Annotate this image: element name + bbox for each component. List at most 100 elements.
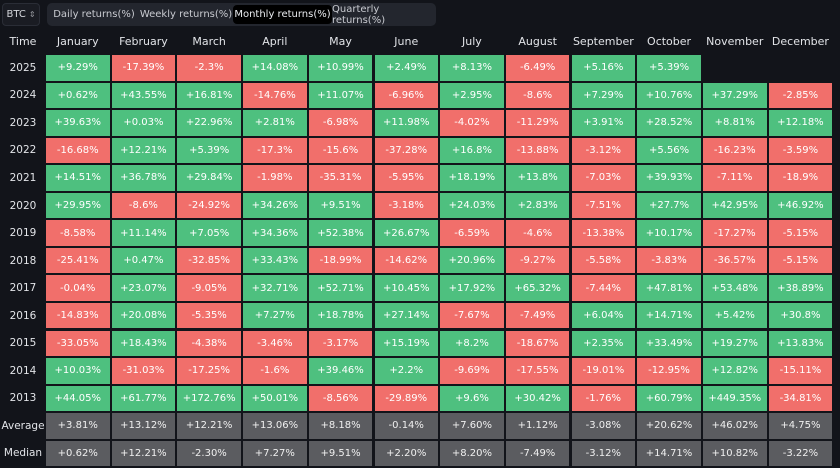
return-cell: -29.89% [374, 385, 438, 412]
return-cell: -19.01% [571, 358, 636, 384]
return-cell: +9.29% [46, 55, 110, 81]
summary-cell: +10.82% [703, 440, 767, 467]
tab-monthly-returns[interactable]: Monthly returns(%) [233, 5, 332, 24]
return-cell: -6.96% [374, 82, 438, 109]
return-cell: -24.92% [177, 192, 241, 219]
return-cell: -8.58% [46, 220, 110, 246]
return-cell: -3.17% [308, 330, 373, 356]
return-cell: -17.39% [111, 55, 176, 81]
return-cell: -3.83% [637, 247, 701, 274]
return-cell: -14.62% [374, 247, 438, 274]
return-cell: +9.51% [308, 192, 373, 219]
return-cell: +47.81% [637, 275, 701, 301]
month-header-june: June [394, 34, 419, 48]
tab-weekly-returns[interactable]: Weekly returns(%) [139, 9, 233, 20]
summary-cell: -0.14% [374, 413, 438, 439]
return-cell: -13.38% [571, 220, 636, 246]
return-cell: +22.96% [177, 110, 241, 136]
top-bar: BTC ⇕ Daily returns(%) Weekly returns(%)… [0, 0, 840, 30]
chevron-up-down-icon: ⇕ [28, 10, 36, 19]
return-cell: -0.04% [46, 275, 110, 301]
summary-cell: +1.12% [505, 413, 570, 439]
return-cell: +18.19% [440, 165, 504, 191]
return-cell: +10.17% [637, 220, 701, 246]
month-header-october: October [647, 34, 692, 48]
summary-cell: +3.81% [46, 413, 110, 439]
return-cell: -6.98% [308, 110, 373, 136]
return-cell: -31.03% [111, 358, 176, 384]
return-cell: +7.29% [571, 82, 636, 109]
return-cell: -1.98% [243, 165, 307, 191]
returns-period-tabs: Daily returns(%) Weekly returns(%) Month… [47, 3, 436, 26]
summary-cell: -3.22% [768, 440, 833, 467]
return-cell: -8.56% [308, 385, 373, 412]
row-label: 2016 [9, 309, 37, 322]
return-cell: -5.35% [177, 302, 241, 329]
return-cell: +27.14% [374, 302, 438, 329]
return-cell: -6.49% [505, 55, 570, 81]
return-cell: -7.67% [440, 302, 504, 329]
return-cell: -25.41% [46, 247, 110, 274]
return-cell: -32.85% [177, 247, 241, 274]
return-cell: +16.8% [440, 137, 504, 164]
return-cell: +60.79% [637, 385, 701, 412]
summary-cell: -3.08% [571, 413, 636, 439]
row-label: 2018 [9, 254, 37, 267]
return-cell: -5.95% [374, 165, 438, 191]
return-cell: +53.48% [703, 275, 767, 301]
return-cell: -7.49% [505, 302, 570, 329]
return-cell: +33.43% [243, 247, 307, 274]
asset-selector[interactable]: BTC ⇕ [2, 3, 40, 26]
return-cell: +19.27% [703, 330, 767, 356]
return-cell: +5.42% [703, 302, 767, 329]
return-cell: +10.99% [308, 55, 373, 81]
row-label: 2021 [9, 171, 37, 184]
return-cell: +20.08% [111, 302, 176, 329]
return-cell: +14.71% [637, 302, 701, 329]
return-cell: +12.21% [111, 137, 176, 164]
return-cell: +0.03% [111, 110, 176, 136]
return-cell: -9.69% [440, 358, 504, 384]
return-cell: +14.08% [243, 55, 307, 81]
summary-cell: +20.62% [637, 413, 701, 439]
return-cell: -9.05% [177, 275, 241, 301]
return-cell: +50.01% [243, 385, 307, 412]
return-cell: +2.49% [374, 55, 438, 81]
return-cell: -1.76% [571, 385, 636, 412]
return-cell: -15.6% [308, 137, 373, 164]
return-cell: -8.6% [111, 192, 176, 219]
row-label: 2024 [9, 89, 37, 102]
return-cell: +8.13% [440, 55, 504, 81]
return-cell: +172.76% [177, 385, 241, 412]
time-header: Time [9, 34, 37, 48]
return-cell: +5.56% [637, 137, 701, 164]
return-cell: +13.8% [505, 165, 570, 191]
return-cell: -18.99% [308, 247, 373, 274]
summary-cell: +12.21% [111, 440, 176, 467]
return-cell: +29.95% [46, 192, 110, 219]
return-cell: -16.23% [703, 137, 767, 164]
month-header-april: April [262, 34, 288, 48]
tab-daily-returns[interactable]: Daily returns(%) [53, 9, 135, 20]
row-label: Median [3, 447, 43, 460]
return-cell: +46.92% [768, 192, 833, 219]
return-cell: -17.55% [505, 358, 570, 384]
return-cell: +39.46% [308, 358, 373, 384]
return-cell: +43.55% [111, 82, 176, 109]
row-label: 2020 [9, 199, 37, 212]
summary-cell: +13.12% [111, 413, 176, 439]
summary-cell: +14.71% [637, 440, 701, 467]
return-cell: -14.76% [243, 82, 307, 109]
return-cell: +34.36% [243, 220, 307, 246]
tab-quarterly-returns[interactable]: Quarterly returns(%) [332, 3, 386, 26]
return-cell: +42.95% [703, 192, 767, 219]
return-cell: -3.18% [374, 192, 438, 219]
return-cell: -17.27% [703, 220, 767, 246]
return-cell: +10.03% [46, 358, 110, 384]
month-header-august: August [518, 34, 557, 48]
return-cell: -5.15% [768, 247, 833, 274]
summary-cell: +8.18% [308, 413, 373, 439]
row-label: 2019 [9, 227, 37, 240]
return-cell: +29.84% [177, 165, 241, 191]
summary-cell: -2.30% [177, 440, 241, 467]
